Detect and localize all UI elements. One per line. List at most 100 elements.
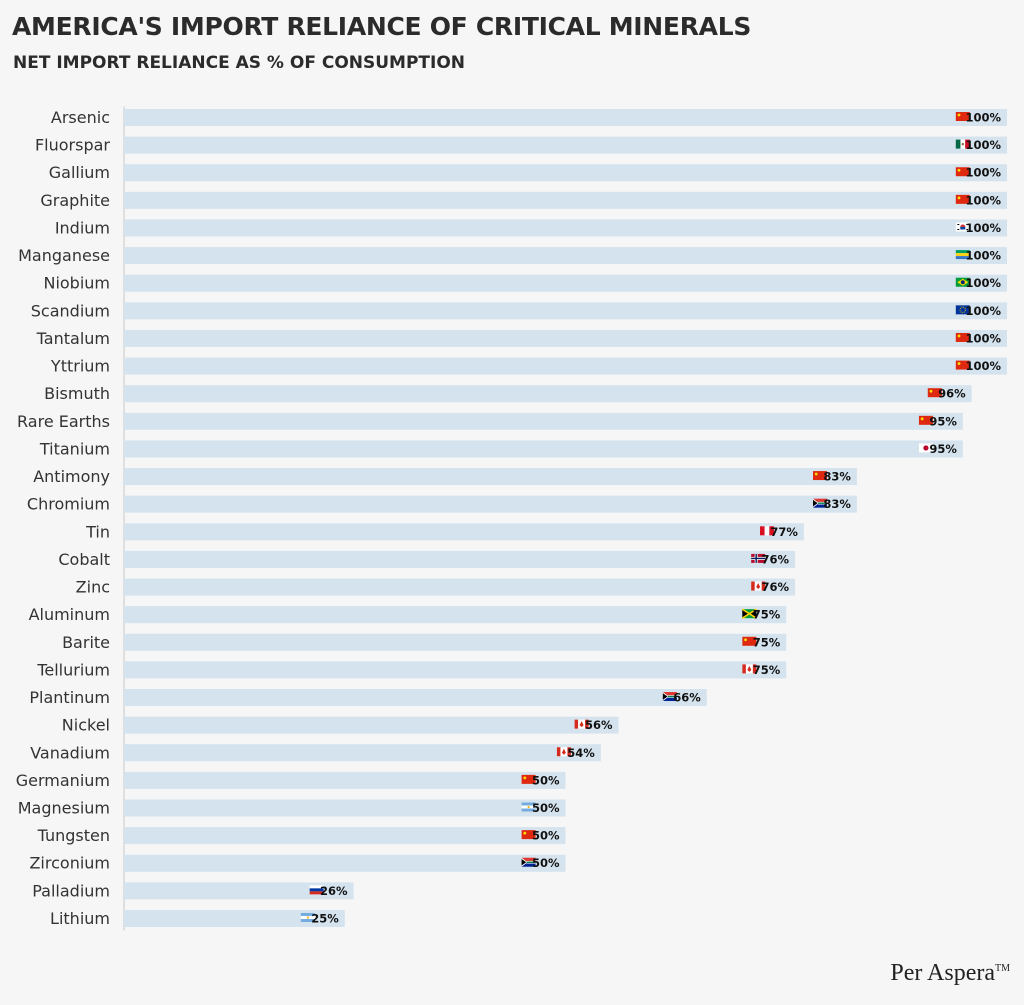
china-flag-icon: [521, 830, 536, 840]
value-label: 100%: [965, 166, 1001, 180]
bar-arsenic: [124, 109, 1007, 126]
bar-magnesium: [124, 799, 566, 817]
bar-germanium: [124, 771, 566, 789]
category-label: Barite: [62, 633, 110, 652]
value-label: 76%: [762, 552, 790, 566]
value-label: 100%: [965, 359, 1001, 373]
category-label: Tellurium: [36, 660, 110, 679]
value-label: 25%: [311, 911, 339, 925]
bar-titanium: [124, 440, 963, 458]
category-label: Nickel: [62, 716, 110, 735]
bar-bismuth: [124, 385, 972, 403]
eu-flag-icon: [955, 305, 970, 315]
category-label: Indium: [55, 218, 110, 237]
china-flag-icon: [955, 360, 970, 370]
brand-logo: Per AsperaTM: [890, 960, 1010, 987]
south-africa-flag-icon: [662, 692, 677, 702]
category-label: Vanadium: [30, 743, 110, 762]
canada-flag-icon: [574, 719, 589, 729]
category-label: Manganese: [18, 246, 110, 265]
value-label: 100%: [965, 111, 1001, 125]
category-label: Germanium: [16, 771, 110, 790]
category-label: Scandium: [31, 301, 110, 320]
bar-graphite: [124, 191, 1007, 209]
value-label: 54%: [567, 746, 595, 760]
chart-subtitle: NET IMPORT RELIANCE AS % OF CONSUMPTION: [13, 53, 466, 73]
bar-indium: [124, 219, 1007, 237]
category-label: Gallium: [49, 163, 110, 182]
category-label: Fluorspar: [35, 136, 110, 155]
value-label: 77%: [770, 525, 798, 539]
bar-gallium: [124, 164, 1007, 182]
value-label: 83%: [823, 497, 851, 511]
norway-flag-icon: [751, 553, 766, 563]
category-label: Magnesium: [18, 799, 110, 818]
mexico-flag-icon: [955, 139, 970, 149]
bar-manganese: [124, 247, 1007, 265]
bar-lithium: [124, 909, 345, 927]
bar-plantinum: [124, 689, 707, 707]
value-label: 50%: [532, 856, 560, 870]
value-label: 75%: [753, 663, 781, 677]
bar-tellurium: [124, 661, 787, 679]
brand-name: Per Aspera: [890, 960, 995, 986]
value-label: 83%: [823, 470, 851, 484]
canada-flag-icon: [556, 747, 571, 757]
russia-flag-icon: [309, 885, 324, 895]
bar-palladium: [124, 882, 354, 900]
china-flag-icon: [955, 167, 970, 177]
category-label: Tantalum: [36, 329, 110, 348]
category-label: Bismuth: [44, 384, 110, 403]
bar-scandium: [124, 302, 1007, 320]
jamaica-flag-icon: [741, 608, 757, 619]
value-label: 50%: [532, 773, 560, 787]
canada-flag-icon: [751, 581, 766, 591]
bar-chart: Arsenic 100% Fluorspar 100% Gallium 100% Graph…: [16, 106, 1007, 931]
bar-aluminum: [124, 606, 787, 624]
south-africa-flag-icon: [521, 857, 536, 867]
bar-barite: [124, 633, 787, 651]
bar-antimony: [124, 468, 857, 486]
category-label: Rare Earths: [17, 412, 110, 431]
value-label: 50%: [532, 829, 560, 843]
category-label: Palladium: [32, 881, 110, 900]
category-label: Aluminum: [29, 605, 110, 624]
bar-tantalum: [124, 329, 1007, 347]
china-flag-icon: [521, 774, 536, 784]
category-label: Tin: [85, 522, 110, 541]
bar-tin: [124, 523, 804, 541]
category-label: Niobium: [43, 274, 110, 293]
bar-chromium: [124, 495, 857, 513]
south-korea-flag-icon: [955, 222, 970, 232]
china-flag-icon: [742, 636, 757, 646]
japan-flag-icon: [918, 443, 933, 453]
china-flag-icon: [812, 471, 827, 481]
china-flag-icon: [955, 194, 970, 204]
value-label: 100%: [965, 193, 1001, 207]
value-label: 96%: [938, 387, 966, 401]
gabon-flag-icon: [955, 250, 970, 260]
value-label: 95%: [929, 414, 957, 428]
value-label: 100%: [965, 249, 1001, 263]
value-label: 100%: [965, 221, 1001, 235]
value-label: 50%: [532, 801, 560, 815]
value-label: 100%: [965, 276, 1001, 290]
category-label: Titanium: [39, 439, 110, 458]
value-label: 75%: [753, 635, 781, 649]
value-label: 100%: [965, 304, 1001, 318]
argentina-flag-icon: [300, 912, 315, 922]
category-label: Zirconium: [29, 854, 110, 873]
trademark-mark: TM: [995, 963, 1010, 974]
chart-title: AMERICA'S IMPORT RELIANCE OF CRITICAL MI…: [12, 12, 752, 41]
category-label: Plantinum: [29, 688, 110, 707]
category-label: Tungsten: [37, 826, 110, 845]
south-africa-flag-icon: [812, 498, 827, 508]
china-flag-icon: [927, 388, 942, 398]
value-label: 75%: [753, 608, 781, 622]
bar-zinc: [124, 578, 796, 596]
bar-zirconium: [124, 854, 566, 872]
bar-yttrium: [124, 357, 1007, 375]
bar-nickel: [124, 716, 619, 734]
value-label: 95%: [929, 442, 957, 456]
category-label: Antimony: [33, 467, 110, 486]
